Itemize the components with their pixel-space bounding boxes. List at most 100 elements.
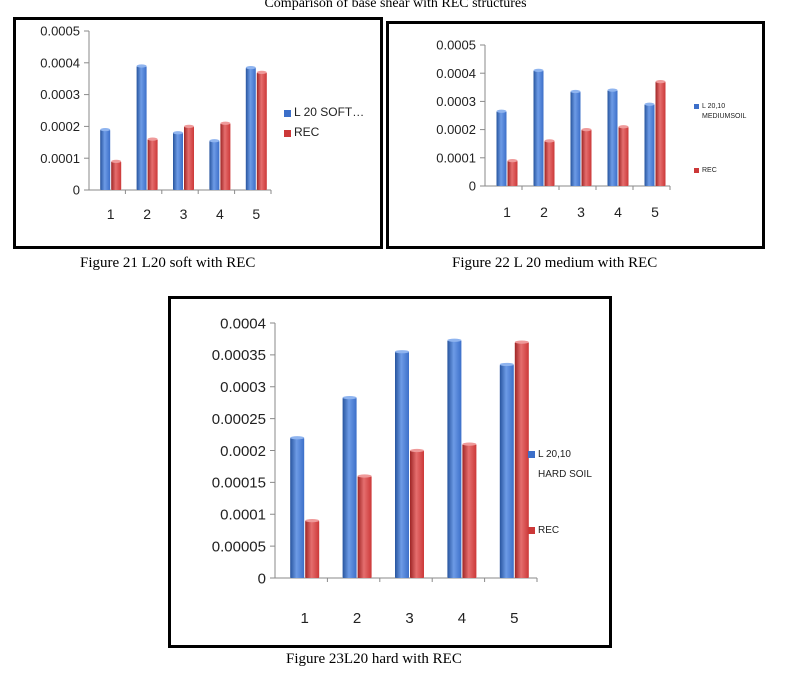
bar-series-a-2 [342, 397, 357, 578]
x-tick-label: 5 [252, 206, 260, 222]
x-tick-label: 3 [180, 206, 188, 222]
x-tick-label: 5 [651, 204, 659, 220]
bar-rec-2 [357, 476, 372, 578]
legend-label-series-a: MEDIUMSOIL [702, 113, 746, 120]
bar-cap-rec-4 [220, 121, 231, 125]
y-tick-label: 0.0005 [40, 24, 80, 39]
caption-figure-21: Figure 21 L20 soft with REC [80, 255, 256, 271]
bar-rec-1 [111, 161, 122, 190]
bar-series-a-5 [644, 104, 655, 186]
bar-cap-rec-3 [581, 128, 592, 132]
caption-figure-22: Figure 22 L 20 medium with REC [452, 255, 658, 271]
x-tick-label: 4 [458, 610, 466, 627]
bar-rec-5 [655, 81, 666, 186]
bar-series-a-2 [136, 65, 147, 190]
bar-rec-4 [462, 444, 477, 578]
bar-cap-series-a-1 [290, 436, 305, 440]
x-tick-label: 4 [614, 204, 622, 220]
bar-series-a-1 [496, 111, 507, 186]
chart-l20-medium-svg: 0 0.0001 0.0002 0.0003 0.0004 0.0005 1 2 3 4 5 L 20… [436, 38, 746, 220]
legend-swatch-series-a [694, 104, 699, 109]
bar-cap-series-a-5 [499, 362, 514, 367]
bar-rec-2 [544, 140, 555, 186]
bar-cap-series-a-1 [100, 127, 111, 132]
bar-series-a-5 [499, 364, 514, 578]
x-tick-label: 5 [510, 610, 518, 627]
y-tick-label: 0.0003 [40, 87, 80, 102]
y-tick-label: 0 [258, 570, 266, 587]
bar-cap-series-a-3 [570, 89, 581, 94]
y-tick-label: 0.0005 [436, 38, 476, 53]
bar-rec-3 [581, 129, 592, 186]
legend-label-series-a: HARD SOIL [538, 469, 592, 480]
bar-cap-rec-1 [111, 159, 122, 163]
bar-series-a-1 [100, 129, 111, 190]
bar-series-a-4 [209, 140, 220, 190]
x-tick-label: 1 [503, 204, 511, 220]
x-tick-label: 1 [301, 610, 309, 627]
bar-cap-rec-4 [618, 125, 629, 129]
page-title: Comparison of base shear with REC struct… [264, 0, 527, 11]
bar-cap-rec-3 [410, 448, 424, 453]
bar-cap-series-a-4 [607, 88, 618, 92]
chart-l20-hard-svg: 0 0.00005 0.0001 0.00015 0.0002 0.00025 0.0003… [212, 315, 593, 627]
y-tick-label: 0 [73, 183, 80, 198]
y-tick-label: 0.0003 [436, 94, 476, 109]
chart-l20-soft: 0 0.0001 0.0002 0.0003 0.0004 0.0005 1 2 3 4 5 L 20… [13, 17, 383, 249]
bar-cap-series-a-3 [173, 131, 183, 135]
bar-rec-5 [256, 72, 267, 190]
legend-label-series-a: L 20,10 [538, 449, 571, 460]
bar-cap-series-a-2 [136, 64, 147, 68]
bar-cap-series-a-2 [533, 68, 544, 72]
y-tick-label: 0.0002 [436, 122, 476, 137]
y-tick-label: 0.00015 [212, 475, 266, 492]
bar-cap-rec-5 [256, 70, 267, 74]
caption-figure-23: Figure 23L20 hard with REC [286, 651, 462, 667]
bar-series-a-2 [533, 70, 544, 186]
chart-l20-medium: 0 0.0001 0.0002 0.0003 0.0004 0.0005 1 2 3 4 5 L 20… [386, 21, 765, 249]
y-tick-label: 0.0001 [436, 150, 476, 165]
bar-cap-series-a-4 [209, 139, 220, 143]
legend-label-series-a: L 20,10 [702, 103, 725, 110]
bar-rec-4 [618, 126, 629, 186]
legend-swatch-rec [694, 168, 699, 173]
y-tick-label: 0.0002 [40, 119, 80, 134]
legend-label-rec: REC [294, 125, 320, 139]
bar-series-a-3 [570, 91, 581, 186]
bar-rec-3 [410, 450, 424, 578]
bar-cap-rec-2 [147, 137, 158, 141]
legend-swatch-rec [528, 527, 535, 534]
legend-label-rec: REC [702, 167, 717, 174]
bar-series-a-4 [607, 90, 618, 186]
bar-cap-series-a-2 [342, 395, 357, 400]
y-tick-label: 0.0003 [220, 379, 266, 396]
y-tick-label: 0.0004 [220, 315, 266, 332]
x-tick-label: 1 [107, 206, 115, 222]
bar-cap-rec-2 [544, 139, 555, 143]
bar-series-a-4 [447, 340, 462, 578]
bar-cap-series-a-1 [496, 109, 507, 113]
y-tick-label: 0.00005 [212, 538, 266, 555]
y-tick-label: 0.0004 [40, 55, 80, 70]
bar-cap-rec-5 [655, 80, 666, 84]
y-tick-label: 0.0004 [436, 66, 476, 81]
legend-swatch-series-a [284, 110, 291, 117]
bar-series-a-1 [290, 437, 305, 578]
bar-rec-1 [507, 160, 518, 186]
x-tick-label: 3 [405, 610, 413, 627]
bar-cap-rec-1 [507, 159, 518, 163]
x-tick-label: 2 [540, 204, 548, 220]
bar-cap-series-a-5 [644, 102, 655, 106]
legend-label-series-a: L 20 SOFT… [294, 105, 364, 119]
legend-swatch-rec [284, 130, 291, 137]
legend-swatch-series-a [528, 451, 535, 458]
bar-series-a-5 [245, 67, 256, 190]
y-tick-label: 0.0001 [40, 151, 80, 166]
bar-rec-1 [305, 520, 320, 578]
chart-l20-soft-svg: 0 0.0001 0.0002 0.0003 0.0004 0.0005 1 2 3 4 5 L 20… [40, 24, 364, 222]
bar-cap-rec-1 [305, 519, 320, 523]
x-tick-label: 2 [353, 610, 361, 627]
bar-rec-2 [147, 139, 158, 190]
bar-rec-4 [220, 123, 231, 190]
bar-cap-series-a-5 [245, 65, 256, 70]
